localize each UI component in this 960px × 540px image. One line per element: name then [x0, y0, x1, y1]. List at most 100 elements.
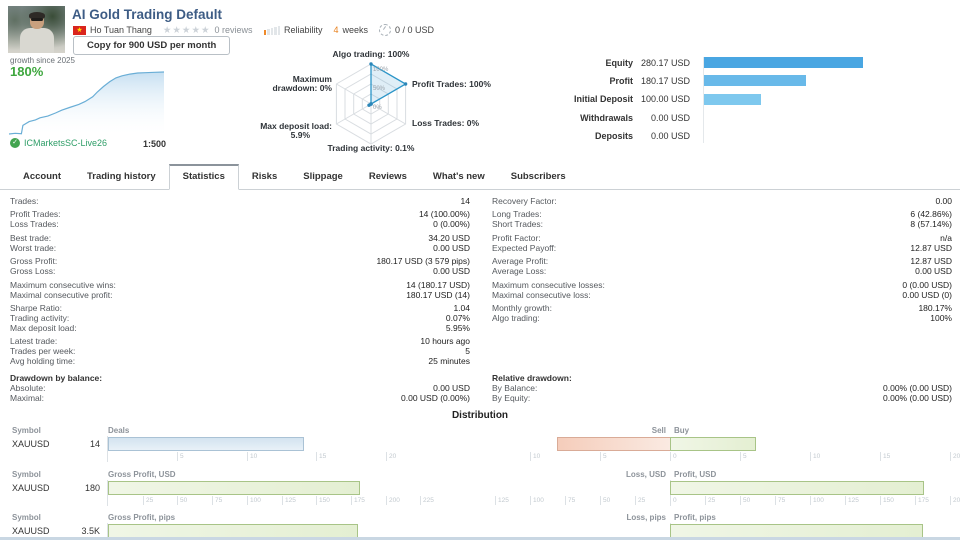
avatar-sunglasses — [31, 18, 43, 21]
avatar-shirt — [20, 28, 54, 53]
column-header-gross-profit-usd: Gross Profit, USD — [108, 470, 176, 479]
stat-row: Algo trading: 100% — [492, 312, 952, 323]
stat-row: Gross Loss: 0.00 USD — [10, 266, 470, 277]
tab-subscribers[interactable]: Subscribers — [510, 171, 566, 182]
growth-line — [8, 71, 165, 135]
broker-name: ICMarketsSC-Live26 — [24, 138, 108, 148]
relative-drawdown-block: Relative drawdown: By Balance: 0.00% (0.0… — [492, 373, 952, 403]
vietnam-flag-icon: ★ — [73, 25, 86, 35]
drawdown-by-balance-block: Drawdown by balance: Absolute: 0.00 USD M… — [10, 373, 470, 403]
column-header-profit-usd: Profit, USD — [674, 470, 717, 479]
stat-row: Average Loss: 0.00 USD — [492, 266, 952, 277]
stat-row: Expected Payoff: 12.87 USD — [492, 242, 952, 253]
stat-row: By Balance: 0.00% (0.00 USD) — [492, 383, 952, 393]
tab-risks[interactable]: Risks — [251, 171, 278, 182]
author-name: Ho Tuan Thang — [90, 25, 152, 35]
stat-row: Worst trade: 0.00 USD — [10, 242, 470, 253]
tab-account[interactable]: Account — [23, 171, 61, 182]
column-header-loss-usd: Loss, USD — [625, 470, 666, 479]
column-header-symbol: Symbol — [12, 513, 41, 522]
radar-ring-label-0: 0% — [373, 105, 382, 111]
radar-label-max-deposit-load: Max deposit load: 5.9% — [260, 121, 332, 140]
age-unit: weeks — [342, 25, 369, 35]
stat-row: Recovery Factor: 0.00 — [492, 196, 952, 206]
stat-row: Short Trades: 8 (57.14%) — [492, 219, 952, 230]
page-bottom-divider — [0, 537, 960, 540]
gross-profit-usd-bar — [108, 481, 360, 495]
deals-bar — [108, 437, 304, 451]
reliability-indicator: Reliability — [263, 25, 323, 35]
balance-chart-baseline — [703, 57, 704, 143]
balance-row-withdrawals: Withdrawals 0.00 USD — [580, 112, 690, 123]
reliability-bars-icon — [263, 25, 280, 35]
reliability-label: Reliability — [284, 25, 323, 35]
tab-bar: Account Trading history Statistics Risks… — [0, 163, 960, 190]
broker-account-link[interactable]: ✓ ICMarketsSC-Live26 — [10, 138, 107, 148]
distribution-symbol: XAUUSD — [12, 483, 50, 493]
stat-row: Maximal consecutive profit: 180.17 USD (1… — [10, 289, 470, 300]
column-header-deals: Deals — [108, 426, 130, 435]
stat-row: Best trade: 34.20 USD — [10, 232, 470, 243]
column-header-symbol: Symbol — [12, 470, 41, 479]
copy-signal-button[interactable]: Copy for 900 USD per month — [73, 36, 231, 55]
tab-reviews[interactable]: Reviews — [368, 171, 407, 182]
balance-row-profit: Profit 180.17 USD — [545, 75, 955, 87]
profit-usd-bar — [670, 481, 924, 495]
tab-slippage[interactable]: Slippage — [303, 171, 343, 182]
buy-bar — [670, 437, 756, 451]
distribution-value: 180 — [84, 483, 100, 493]
growth-chart — [8, 71, 165, 135]
age-value: 4 — [333, 25, 339, 35]
profit-bar — [704, 75, 806, 87]
axis-ticks: 1251007550250255075100125150175200 — [0, 496, 960, 506]
signal-title: AI Gold Trading Default — [72, 7, 223, 22]
radar-chart: 100% 50% 0% — [335, 62, 408, 145]
sell-bar — [557, 437, 670, 451]
initial-deposit-bar — [704, 93, 761, 105]
signal-age: 4 weeks — [334, 25, 369, 35]
author-link[interactable]: ★ Ho Tuan Thang — [73, 25, 152, 35]
stat-row: Sharpe Ratio: 1.04 — [10, 302, 470, 313]
radar-ring-label-50: 50% — [373, 86, 386, 92]
subscribers-funds: 0 / 0 USD — [379, 24, 434, 36]
stat-row: Profit Factor: n/a — [492, 232, 952, 243]
axis-zero-line — [107, 480, 108, 506]
growth-caption: growth since 2025 — [10, 56, 75, 65]
profit-pips-bar — [670, 524, 923, 538]
stats-column-right: Recovery Factor: 0.00 Long Trades: 6 (42.8… — [492, 196, 952, 411]
column-header-loss-pips: Loss, pips — [626, 513, 666, 522]
stat-row: Maximal: 0.00 USD (0.00%) — [10, 393, 470, 403]
stat-row: Latest trade: 10 hours ago — [10, 336, 470, 347]
column-header-profit-pips: Profit, pips — [674, 513, 716, 522]
radar-label-algo-trading: Algo trading: 100% — [332, 49, 410, 59]
stat-row: Absolute: 0.00 USD — [10, 383, 470, 393]
tab-trading-history[interactable]: Trading history — [87, 171, 156, 182]
stat-row: Max deposit load: 5.95% — [10, 322, 470, 333]
stat-row: Loss Trades: 0 (0.00%) — [10, 219, 470, 230]
drawdown-header: Drawdown by balance: — [10, 373, 103, 383]
balance-bar-chart: Equity 280.17 USD Profit 180.17 USD Init… — [545, 57, 955, 149]
funds-value: 0 / 0 USD — [395, 25, 435, 35]
stat-row: Trades: 14 — [10, 196, 470, 206]
stat-row: By Equity: 0.00% (0.00 USD) — [492, 393, 952, 403]
tab-statistics[interactable]: Statistics — [168, 164, 239, 190]
stat-row: Long Trades: 6 (42.86%) — [492, 209, 952, 220]
axis-ticks: 25 50 75 100 125 150 175 200 225 — [0, 496, 960, 506]
tab-whats-new[interactable]: What's new — [432, 171, 485, 182]
verified-check-icon: ✓ — [10, 138, 20, 148]
drawdown-header: Relative drawdown: — [492, 373, 572, 383]
distribution-value: 3.5K — [81, 526, 100, 536]
leverage-value: 1:500 — [142, 139, 166, 149]
reviews-count: 0 reviews — [214, 25, 253, 35]
distribution-title: Distribution — [451, 410, 509, 421]
stat-row: Trades per week: 5 — [10, 346, 470, 357]
stat-row: Maximal consecutive loss: 0.00 USD (0) — [492, 289, 952, 300]
gauge-icon — [379, 24, 392, 36]
star-rating-icon: ★★★★★ — [162, 24, 211, 36]
distribution-symbol: XAUUSD — [12, 439, 50, 449]
distribution-symbol: XAUUSD — [12, 526, 50, 536]
axis-ticks: 10 5 0 5 10 15 20 — [0, 452, 960, 462]
column-header-gross-profit-pips: Gross Profit, pips — [108, 513, 176, 522]
author-avatar[interactable] — [8, 6, 65, 53]
reviews-link[interactable]: ★★★★★ 0 reviews — [163, 25, 253, 36]
